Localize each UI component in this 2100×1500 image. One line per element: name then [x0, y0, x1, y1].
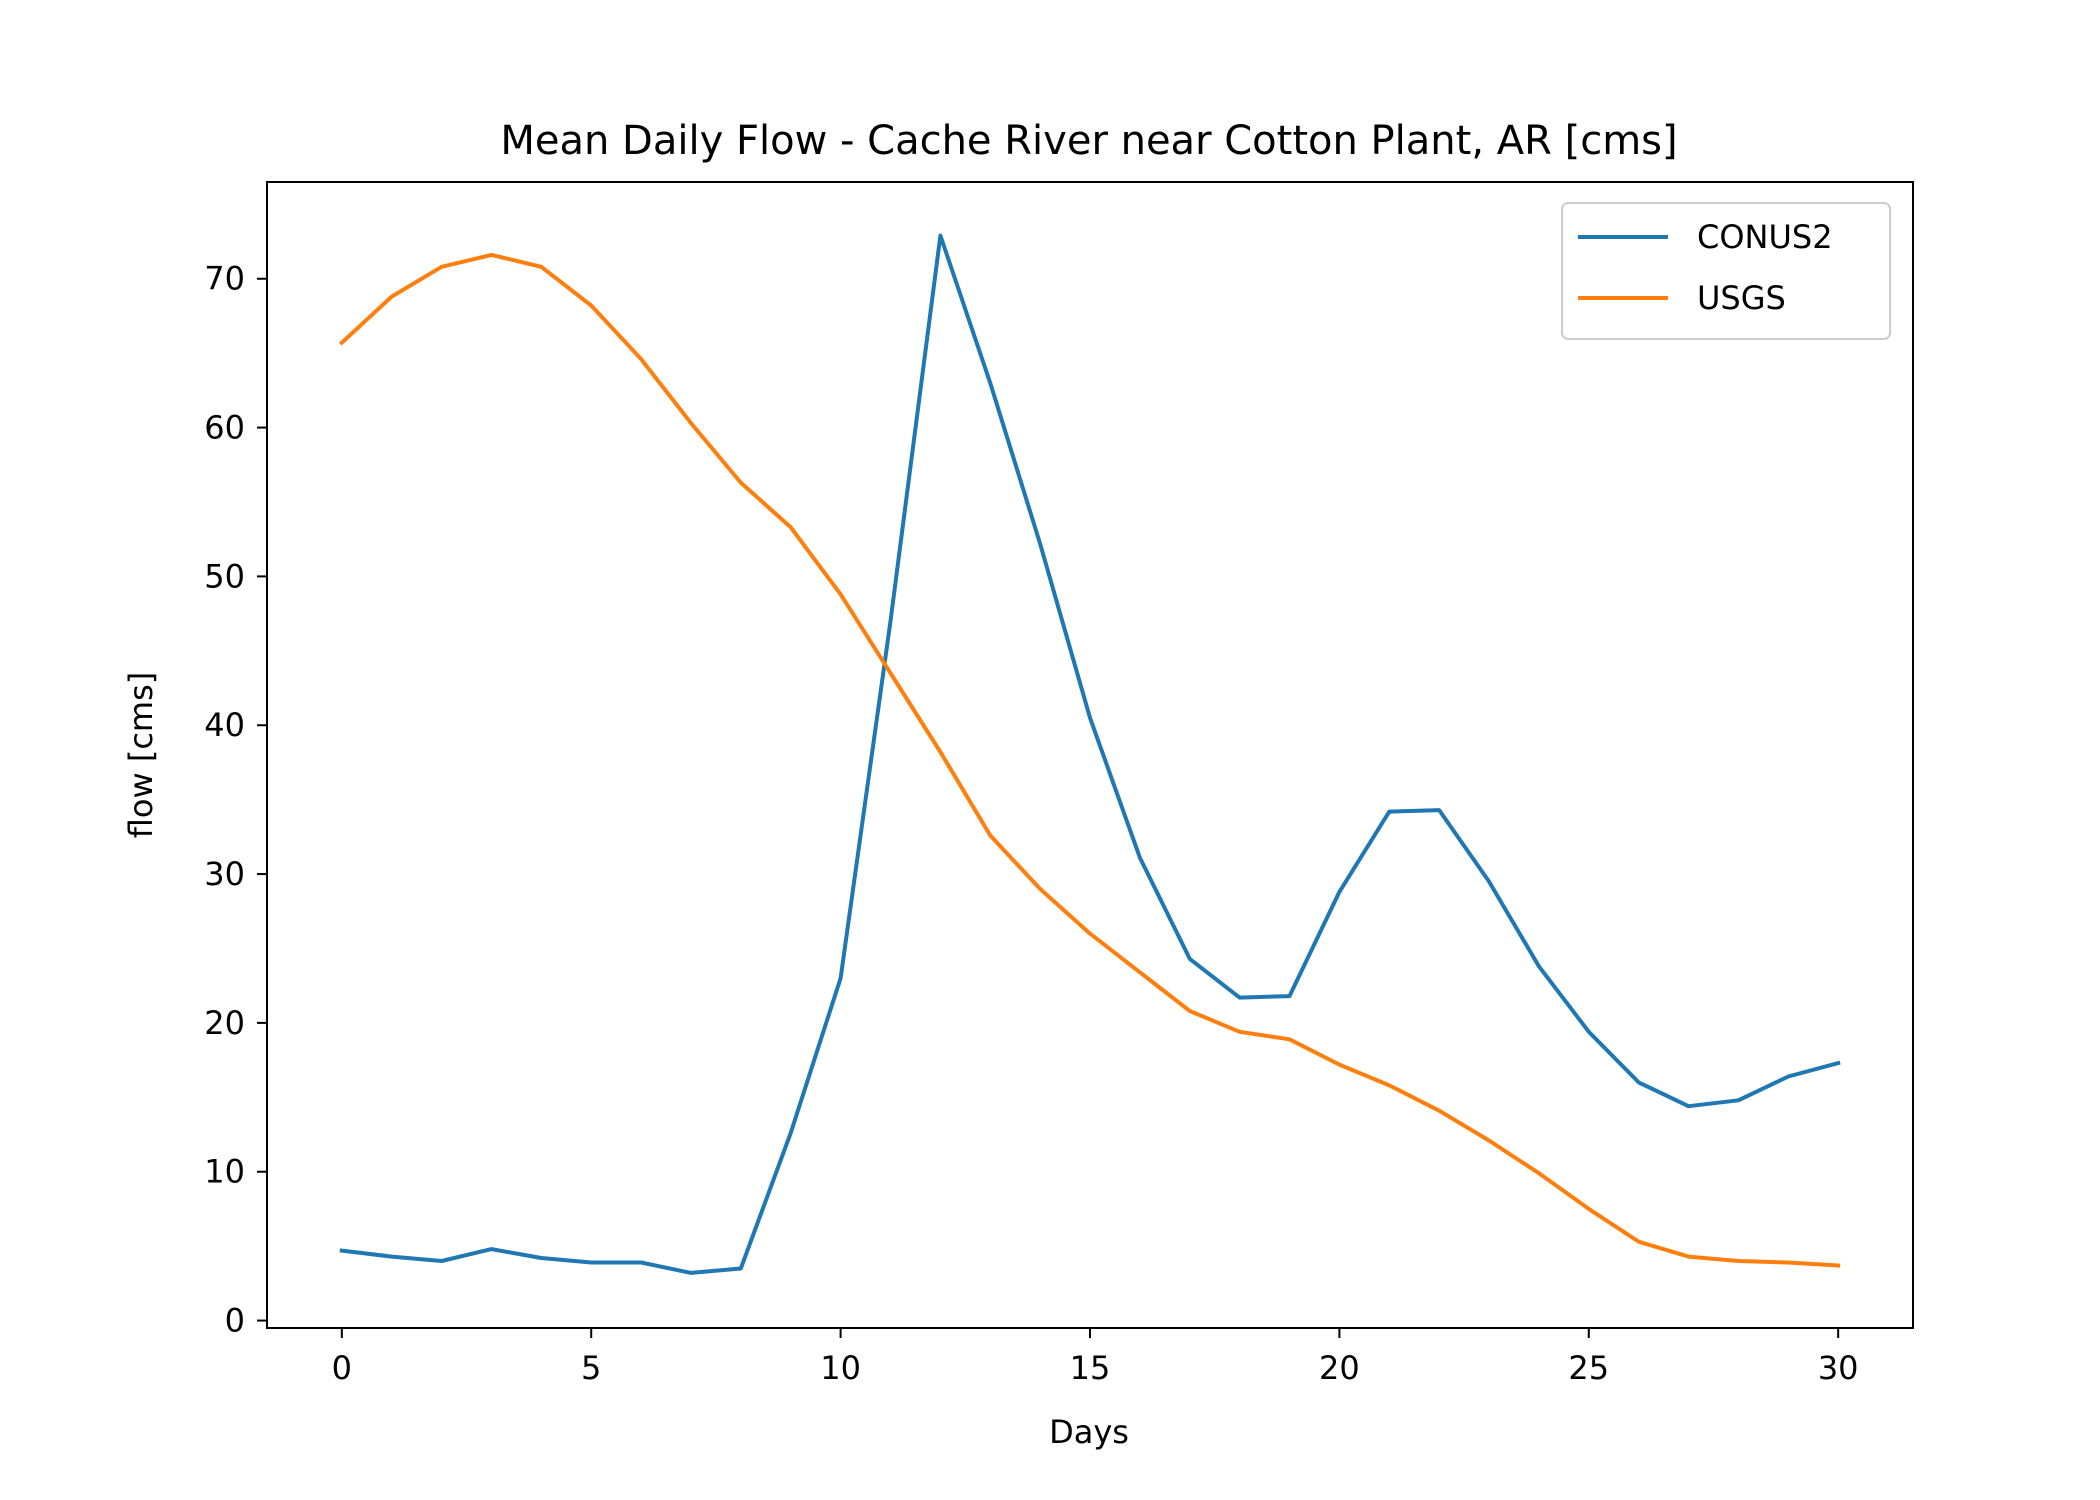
x-tick-label: 20	[1319, 1349, 1360, 1387]
y-tick-label: 50	[204, 557, 245, 595]
y-tick-label: 70	[204, 260, 245, 298]
y-tick-label: 60	[204, 409, 245, 447]
y-tick-label: 0	[225, 1302, 245, 1340]
legend: CONUS2 USGS	[1561, 202, 1891, 340]
x-tick-label: 15	[1070, 1349, 1111, 1387]
y-tick-label: 10	[204, 1153, 245, 1191]
plot-frame	[266, 181, 1914, 1329]
series-line-conus2	[339, 233, 1841, 1275]
legend-label-usgs: USGS	[1697, 279, 1786, 317]
x-tick-label: 5	[581, 1349, 601, 1387]
x-tick-label: 25	[1568, 1349, 1609, 1387]
x-tick-label: 0	[332, 1349, 352, 1387]
x-tick-label: 30	[1818, 1349, 1859, 1387]
y-axis-label: flow [cms]	[122, 672, 160, 838]
x-axis-ticks: 0 5 10 15 20 25 30	[332, 1328, 1859, 1387]
chart-title: Mean Daily Flow - Cache River near Cotto…	[500, 118, 1677, 164]
y-tick-label: 40	[204, 706, 245, 744]
x-axis-label: Days	[1049, 1413, 1129, 1451]
x-tick-label: 10	[820, 1349, 861, 1387]
y-tick-label: 20	[204, 1004, 245, 1042]
series-layer	[338, 233, 1841, 1275]
legend-label-conus2: CONUS2	[1697, 218, 1833, 256]
series-line-usgs	[338, 252, 1841, 1268]
y-axis-ticks: 0 10 20 30 40 50 60 70	[204, 260, 267, 1340]
y-tick-label: 30	[204, 855, 245, 893]
